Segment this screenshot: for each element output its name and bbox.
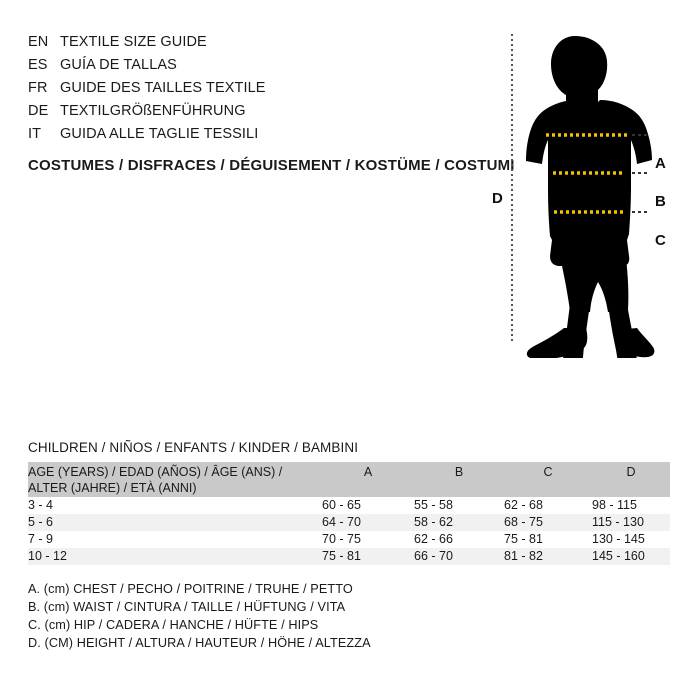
cell-a: 75 - 81	[322, 549, 361, 563]
cell-d: 98 - 115	[592, 498, 637, 512]
language-row-it: IT GUIDA ALLE TAGLIE TESSILI	[28, 126, 468, 149]
cell-a: 70 - 75	[322, 532, 361, 546]
silhouette-torso	[526, 100, 652, 266]
child-silhouette-icon	[511, 34, 655, 358]
silhouette-foot-right	[616, 328, 655, 358]
language-row-de: DE TEXTILGRÖßENFÜHRUNG	[28, 103, 468, 126]
table-row: 3 - 4 60 - 65 55 - 58 62 - 68 98 - 115	[28, 497, 670, 514]
measurement-legend: A. (cm) CHEST / PECHO / POITRINE / TRUHE…	[28, 582, 371, 654]
language-text-en: TEXTILE SIZE GUIDE	[60, 34, 207, 50]
silhouette-foot-left	[526, 328, 588, 358]
language-code-es: ES	[28, 57, 48, 73]
cell-b: 58 - 62	[414, 515, 453, 529]
language-code-it: IT	[28, 126, 42, 142]
language-row-es: ES GUÍA DE TALLAS	[28, 57, 468, 80]
language-text-de: TEXTILGRÖßENFÜHRUNG	[60, 103, 246, 119]
language-row-en: EN TEXTILE SIZE GUIDE	[28, 34, 468, 57]
cell-d: 145 - 160	[592, 549, 645, 563]
cell-a: 60 - 65	[322, 498, 361, 512]
language-code-de: DE	[28, 103, 49, 119]
cell-a: 64 - 70	[322, 515, 361, 529]
measurement-figure: A B C D	[480, 28, 680, 358]
language-text-fr: GUIDE DES TAILLES TEXTILE	[60, 80, 266, 96]
language-code-en: EN	[28, 34, 49, 50]
table-section-title: CHILDREN / NIÑOS / ENFANTS / KINDER / BA…	[28, 440, 359, 455]
legend-row-b: B. (cm) WAIST / CINTURA / TAILLE / HÜFTU…	[28, 600, 346, 614]
column-header-age-line1: AGE (YEARS) / EDAD (AÑOS) / ÂGE (ANS) /	[28, 465, 283, 479]
table-row: 10 - 12 75 - 81 66 - 70 81 - 82 145 - 16…	[28, 548, 670, 565]
cell-age: 7 - 9	[28, 532, 54, 546]
legend-row-c: C. (cm) HIP / CADERA / HANCHE / HÜFTE / …	[28, 618, 319, 632]
cell-b: 62 - 66	[414, 532, 453, 546]
cell-d: 115 - 130	[592, 515, 644, 529]
cell-c: 68 - 75	[504, 515, 543, 529]
legend-row-a: A. (cm) CHEST / PECHO / POITRINE / TRUHE…	[28, 582, 353, 596]
silhouette-head	[551, 36, 608, 114]
cell-age: 5 - 6	[28, 515, 54, 529]
column-header-b: B	[454, 465, 464, 479]
column-header-c: C	[543, 465, 553, 479]
language-text-es: GUÍA DE TALLAS	[60, 57, 177, 73]
measure-label-d: D	[492, 190, 503, 207]
cell-b: 55 - 58	[414, 498, 453, 512]
column-header-d: D	[626, 465, 636, 479]
cell-d: 130 - 145	[592, 532, 645, 546]
cell-age: 3 - 4	[28, 498, 54, 512]
costumes-subtitle: COSTUMES / DISFRACES / DÉGUISEMENT / KOS…	[28, 157, 515, 174]
cell-c: 62 - 68	[504, 498, 543, 512]
legend-row-d: D. (CM) HEIGHT / ALTURA / HAUTEUR / HÖHE…	[28, 636, 371, 650]
language-text-it: GUIDA ALLE TAGLIE TESSILI	[60, 126, 259, 142]
measure-label-b: B	[655, 193, 666, 210]
cell-c: 81 - 82	[504, 549, 543, 563]
table-row: 5 - 6 64 - 70 58 - 62 68 - 75 115 - 130	[28, 514, 670, 531]
measure-label-c: C	[655, 232, 666, 249]
table-row: 7 - 9 70 - 75 62 - 66 75 - 81 130 - 145	[28, 531, 670, 548]
measure-label-a: A	[655, 155, 666, 172]
cell-c: 75 - 81	[504, 532, 543, 546]
table-header-row: AGE (YEARS) / EDAD (AÑOS) / ÂGE (ANS) / …	[28, 462, 670, 497]
cell-b: 66 - 70	[414, 549, 453, 563]
silhouette-shorts	[552, 258, 629, 312]
language-header-block: EN TEXTILE SIZE GUIDE ES GUÍA DE TALLAS …	[28, 34, 468, 149]
column-header-age: AGE (YEARS) / EDAD (AÑOS) / ÂGE (ANS) / …	[28, 462, 322, 497]
column-header-a: A	[363, 465, 373, 479]
size-table: AGE (YEARS) / EDAD (AÑOS) / ÂGE (ANS) / …	[28, 462, 670, 565]
language-code-fr: FR	[28, 80, 48, 96]
cell-age: 10 - 12	[28, 549, 67, 563]
language-row-fr: FR GUIDE DES TAILLES TEXTILE	[28, 80, 468, 103]
column-header-age-line2: ALTER (JAHRE) / ETÀ (ANNI)	[28, 481, 197, 495]
